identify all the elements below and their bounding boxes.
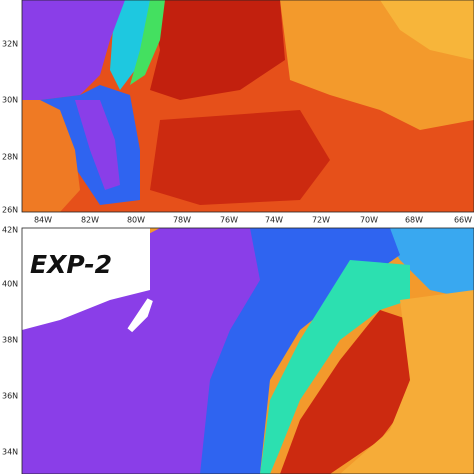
front [260,260,410,474]
florida [75,100,120,190]
panel-frame [21,0,474,213]
lon-label: 82W [81,216,99,225]
gulf-coast [22,100,80,212]
lat-label: 40N [2,280,18,289]
lon-label: 76W [220,216,238,225]
shelf-water [380,228,474,300]
lat-label: 38N [2,336,18,345]
lat-label: 36N [2,392,18,401]
lon-label: 84W [34,216,52,225]
lon-label: 70W [360,216,378,225]
lat-label: 26N [2,206,18,215]
lon-label: 66W [454,216,472,225]
lat-label: 28N [2,153,18,162]
gulf-stream [150,0,285,100]
lon-label: 80W [127,216,145,225]
land [22,0,125,100]
front [130,0,165,85]
lat-label: 32N [2,40,18,49]
experiment-label: EXP-2 [30,250,112,279]
sea-field-lighter [380,0,474,60]
lon-label: 74W [265,216,283,225]
lat-label: 34N [2,448,18,457]
lon-label: 68W [405,216,423,225]
warm-core [150,110,330,205]
lon-label: 78W [173,216,191,225]
lon-labels: 84W 82W 80W 78W 76W 74W 72W 70W 68W 66W [34,216,472,225]
sea-field-light [340,290,474,474]
lake [127,298,153,333]
lon-label: 72W [312,216,330,225]
bottom-panel: EXP-2 42N 40N 38N 36N 34N [2,226,474,474]
lat-label: 30N [2,96,18,105]
gulf-stream [280,310,410,474]
panel-frame [21,227,474,474]
top-panel: 32N 30N 28N 26N 84W 82W 80W 78W 76W 74W 72W 70W… [2,0,474,225]
lat-label: 42N [2,226,18,235]
no-data-area [22,228,150,330]
